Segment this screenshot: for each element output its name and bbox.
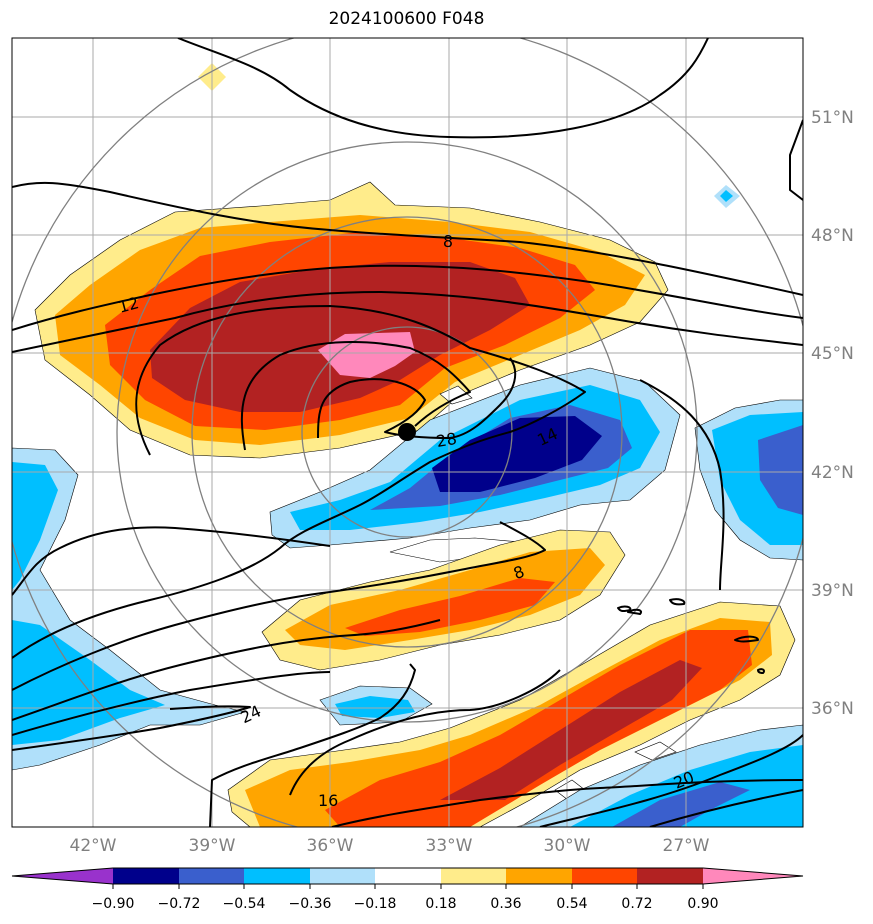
colorbar-segment [12,868,113,884]
colorbar: −0.90 −0.72 −0.54 −0.36 −0.18 0.18 0.36 … [11,867,804,912]
map-area: 8 12 14 20 24 16 28 8 [12,38,803,827]
lon-label: 36°W [307,836,354,856]
lat-label: 51°N [811,108,854,128]
lat-label: 36°N [811,699,854,719]
map-frame [11,37,804,828]
negative-anomaly-east [694,185,803,561]
lon-label: 30°W [544,836,591,856]
longitude-labels: 42°W 39°W 36°W 33°W 30°W 27°W [70,836,710,856]
lon-label: 42°W [70,836,117,856]
colorbar-tick-label: −0.72 [158,896,201,912]
colorbar-tick-label: 0.90 [687,896,718,912]
range-rings [12,38,803,827]
colorbar-tick-label: 0.36 [490,896,521,912]
contour-label: 12 [116,293,141,317]
lon-label: 27°W [663,836,710,856]
positive-anomaly-south [198,63,796,827]
lat-label: 48°N [811,226,854,246]
colorbar-segment [506,868,572,884]
colorbar-segment [310,868,375,884]
colorbar-segment [572,868,637,884]
contour-label: 16 [318,791,338,810]
colorbar-segment [637,868,703,884]
lon-label: 39°W [189,836,236,856]
contour-label: 8 [443,232,454,251]
colorbar-segment [441,868,506,884]
contour-lines [12,38,803,827]
colorbar-segment [244,868,310,884]
colorbar-segment [113,868,179,884]
colorbar-tick-label: 0.72 [621,896,652,912]
lon-label: 33°W [426,836,473,856]
lat-label: 45°N [811,344,854,364]
colorbar-tick-label: −0.90 [92,896,135,912]
colorbar-segment [703,868,803,884]
map-title: 2024100600 F048 [328,9,485,29]
latitude-labels: 51°N 48°N 45°N 42°N 39°N 36°N [811,108,854,719]
lat-label: 39°N [811,581,854,601]
positive-anomaly-north [34,181,669,459]
colorbar-tick-label: 0.18 [425,896,456,912]
colorbar-tick-label: −0.36 [289,896,332,912]
colorbar-segment [179,868,244,884]
lat-label: 42°N [811,463,854,483]
contour-label: 28 [435,429,458,451]
colorbar-tick-label: −0.54 [223,896,266,912]
colorbar-segment [375,868,441,884]
colorbar-tick-label: −0.18 [354,896,397,912]
colorbar-tick-label: 0.54 [556,896,587,912]
storm-center-marker [398,423,416,441]
